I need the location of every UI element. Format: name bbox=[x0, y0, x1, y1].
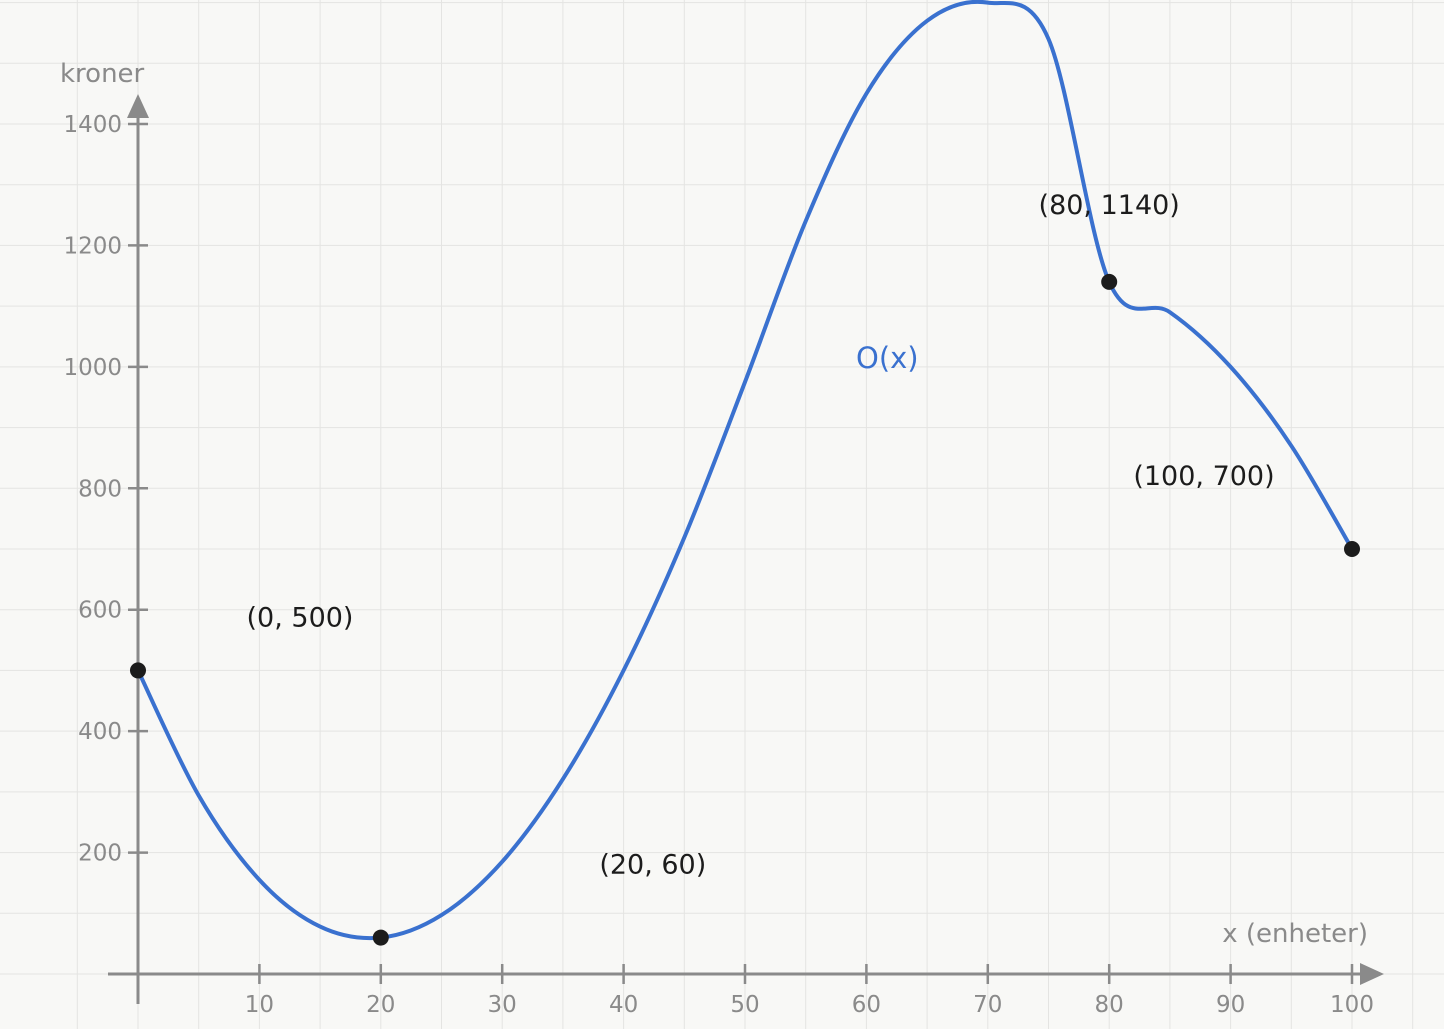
data-point-label: (20, 60) bbox=[599, 850, 706, 881]
x-tick-label: 20 bbox=[366, 992, 395, 1018]
axes bbox=[108, 94, 1384, 1004]
data-point bbox=[372, 929, 389, 946]
series-line-o-x bbox=[136, 0, 1354, 941]
data-point-label: (0, 500) bbox=[247, 602, 354, 633]
y-tick-label: 1400 bbox=[63, 112, 122, 138]
x-tick-label: 90 bbox=[1216, 992, 1245, 1018]
y-axis-arrow-icon bbox=[127, 94, 149, 118]
x-tick-label: 60 bbox=[852, 992, 881, 1018]
x-tick-label: 100 bbox=[1330, 992, 1374, 1018]
x-axis-arrow-icon bbox=[1360, 963, 1384, 985]
ticks: 10 20 30 40 50 60 70 80 90 100 200 400 600 800 1000 120… bbox=[63, 112, 1374, 1018]
y-tick-label: 200 bbox=[78, 841, 122, 867]
x-axis-title: x (enheter) bbox=[1222, 919, 1368, 949]
x-tick-label: 70 bbox=[973, 992, 1002, 1018]
y-tick-label: 1200 bbox=[63, 233, 122, 259]
x-tick-label: 10 bbox=[245, 992, 274, 1018]
data-point bbox=[1101, 273, 1118, 290]
x-tick-label: 50 bbox=[730, 992, 759, 1018]
data-point-label: (100, 700) bbox=[1133, 461, 1274, 492]
y-tick-label: 600 bbox=[78, 598, 122, 624]
y-axis-title: kroner bbox=[60, 59, 145, 89]
points: (0, 500) (20, 60) (80, 1140) (100, 700) bbox=[130, 190, 1360, 946]
y-tick-label: 800 bbox=[78, 476, 122, 502]
y-tick-label: 400 bbox=[78, 719, 122, 745]
series-label: O(x) bbox=[856, 341, 919, 375]
x-tick-label: 40 bbox=[609, 992, 638, 1018]
data-point bbox=[1344, 541, 1360, 557]
y-tick-label: 1000 bbox=[63, 355, 122, 381]
data-point-label: (80, 1140) bbox=[1039, 190, 1180, 221]
x-tick-label: 80 bbox=[1095, 992, 1124, 1018]
data-point bbox=[130, 662, 146, 679]
x-tick-label: 30 bbox=[488, 992, 517, 1018]
